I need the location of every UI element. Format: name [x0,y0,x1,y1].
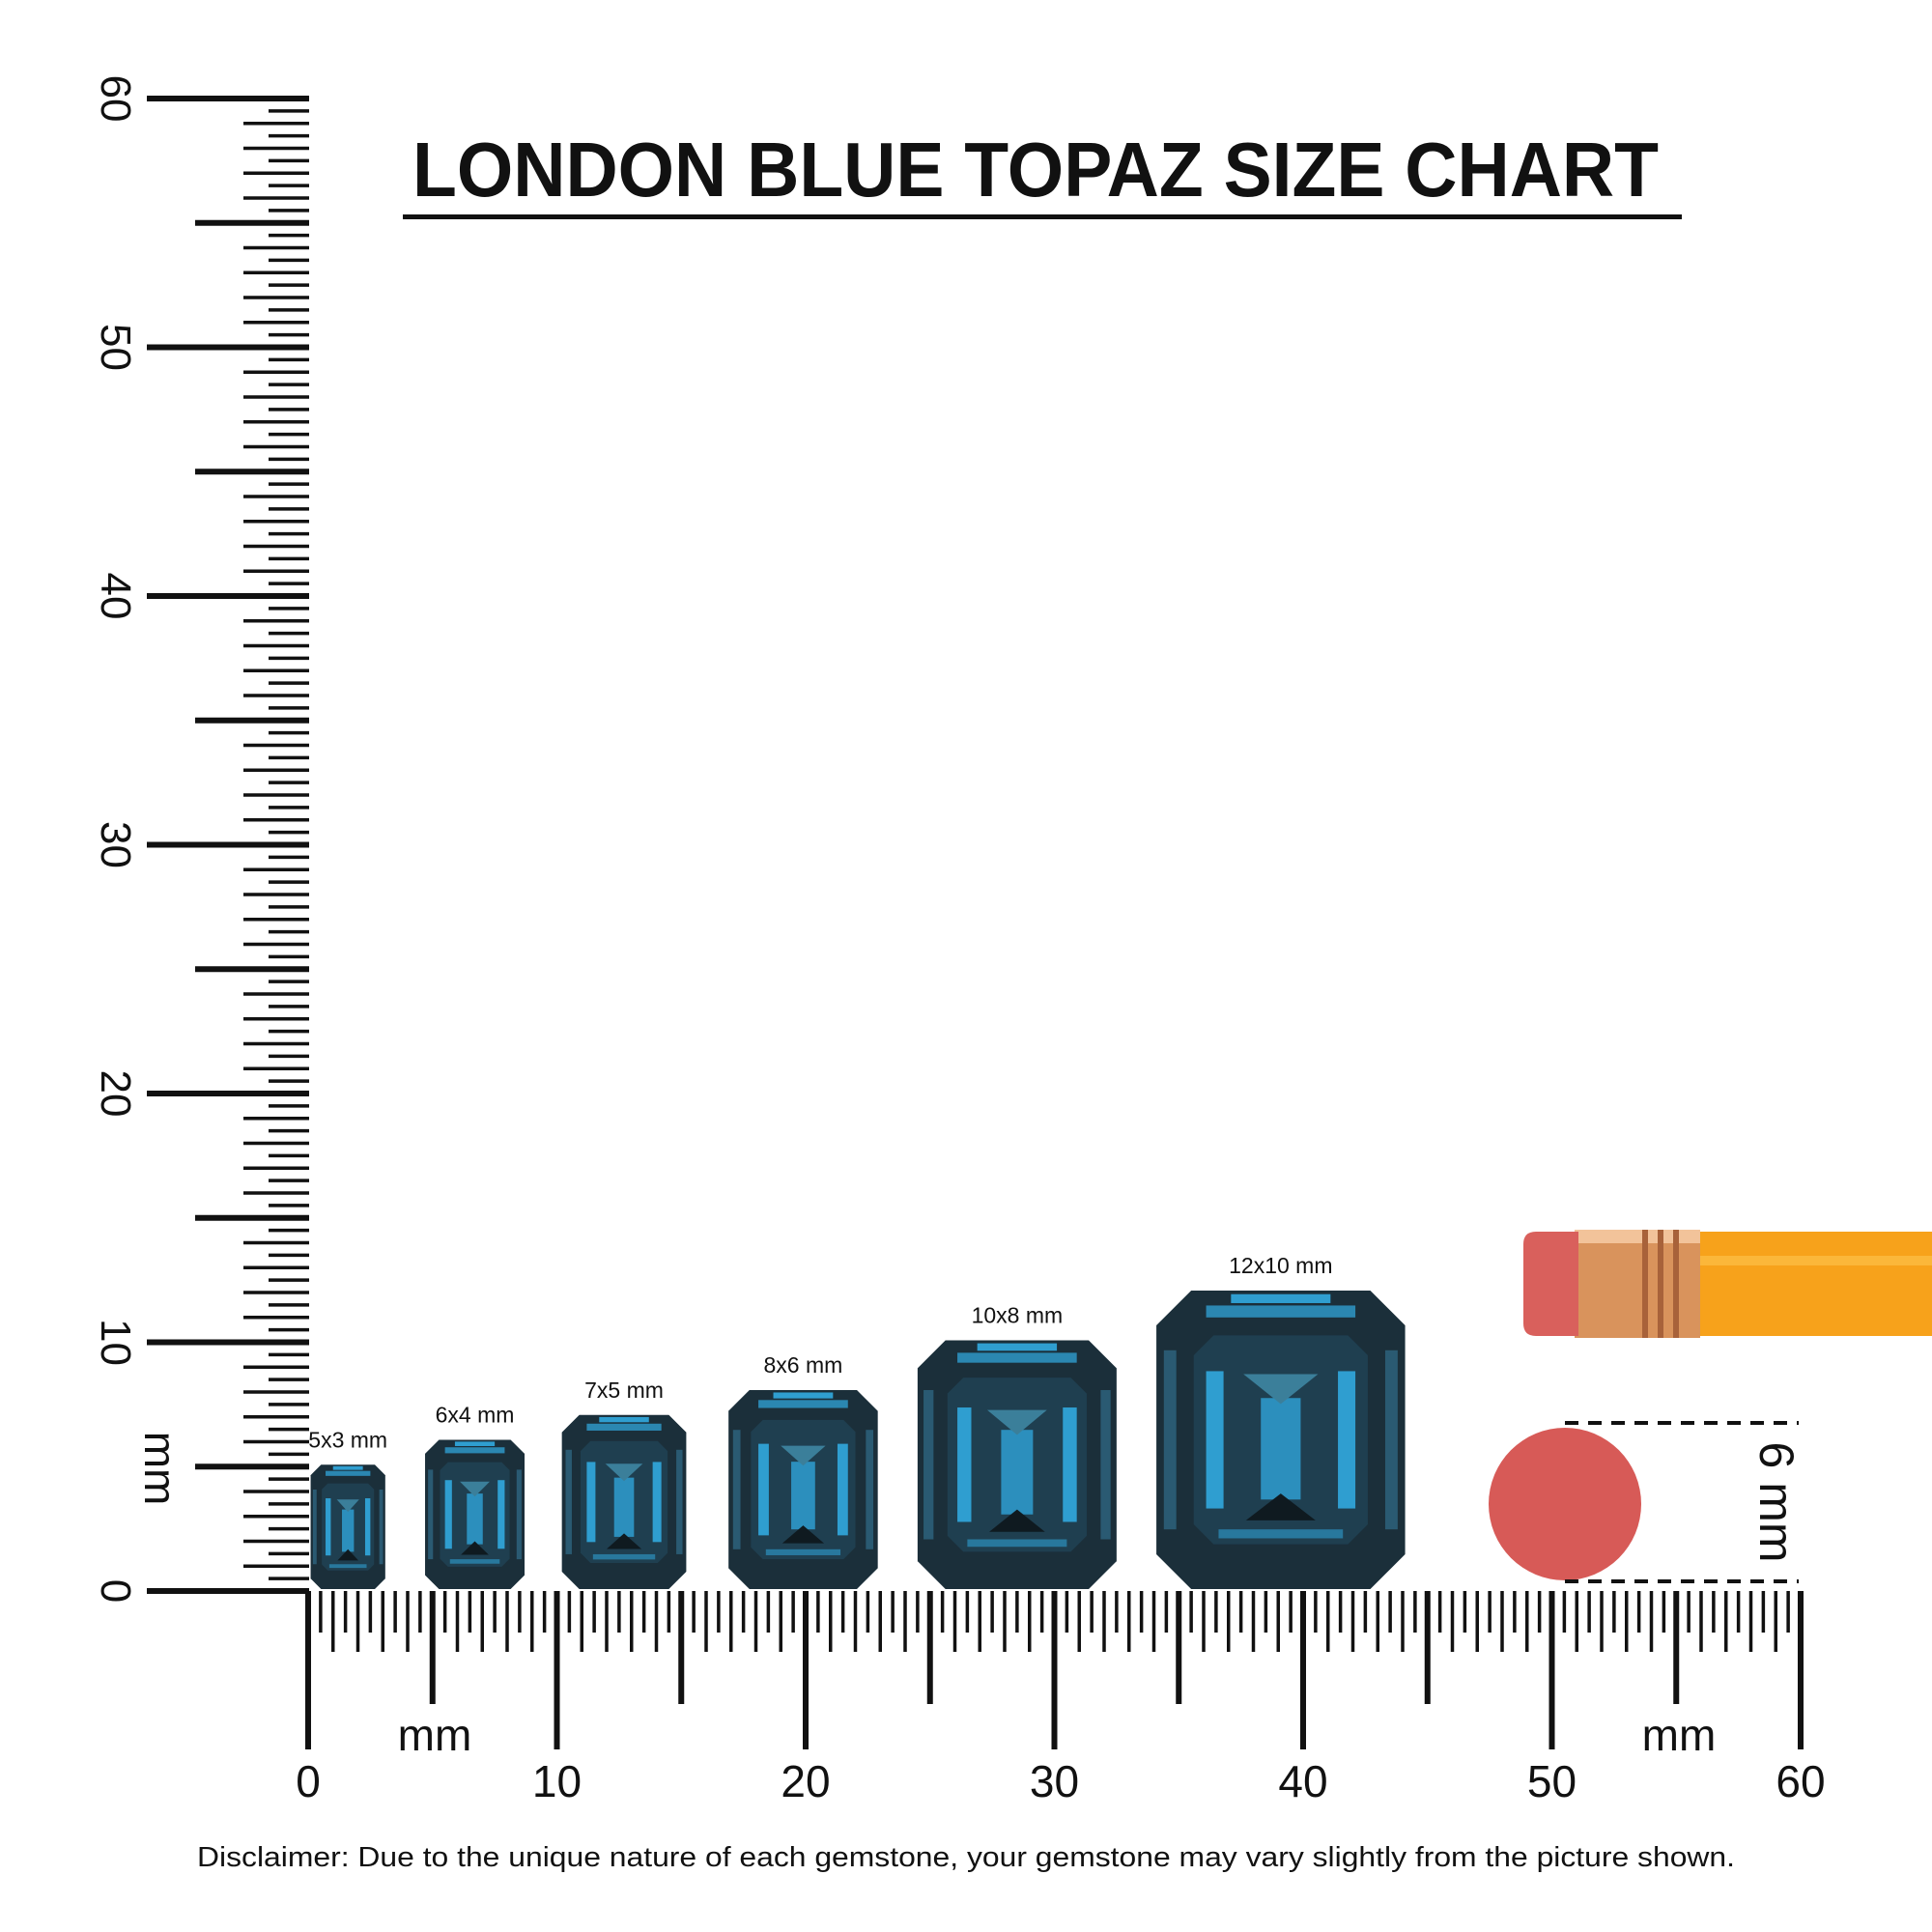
x-tick-label: 10 [532,1756,582,1806]
rulers [147,96,1804,1749]
gem-8x6mm [728,1390,878,1589]
reference-label: 6 mm [1749,1442,1804,1563]
x-tick-label: 30 [1030,1756,1079,1806]
title-underline [403,214,1682,219]
y-tick-label: 10 [92,1319,139,1366]
y-tick-label: 20 [92,1070,139,1118]
gem-5x3mm [310,1464,385,1589]
x-unit-label-left: mm [398,1710,472,1760]
gem-label: 12x10 mm [1229,1253,1332,1278]
pencil-body [1695,1232,1932,1336]
eraser-circle [1489,1428,1641,1580]
gem-label: 6x4 mm [436,1403,515,1428]
gem-10x8mm [917,1340,1117,1589]
y-tick-label: 50 [92,324,139,371]
x-tick-label: 20 [781,1756,830,1806]
pencil-eraser [1523,1232,1578,1336]
pencil-ferrule [1575,1230,1700,1338]
gem-label: 7x5 mm [584,1378,664,1403]
pencil [1523,1230,1932,1338]
y-tick-label: 40 [92,573,139,620]
disclaimer: Disclaimer: Due to the unique nature of … [197,1842,1735,1873]
x-tick-label: 0 [296,1756,321,1806]
y-unit-label: mm [135,1432,185,1506]
gem-12x10mm [1156,1291,1406,1589]
y-tick-labels: 0 10 20 30 40 50 60 [92,75,139,1604]
x-tick-label: 60 [1776,1756,1825,1806]
gem-6x4mm [425,1439,526,1589]
gem-label: 5x3 mm [308,1427,387,1452]
gem-label: 8x6 mm [764,1352,843,1378]
y-tick-label: 60 [92,75,139,123]
chart-title: LONDON BLUE TOPAZ SIZE CHART [412,127,1659,213]
y-tick-label: 0 [92,1579,139,1603]
x-tick-label: 50 [1527,1756,1577,1806]
x-tick-label: 40 [1278,1756,1327,1806]
gems: 5x3 mm 6x4 mm 7x5 mm 8x6 mm 10x8 mm 12x10 mm [308,1253,1406,1589]
x-unit-label-right: mm [1642,1710,1717,1760]
y-tick-label: 30 [92,821,139,868]
x-tick-labels: 0 10 20 30 40 50 60 [296,1756,1825,1806]
pencil-stripe [1695,1256,1932,1265]
gem-7x5mm [561,1414,687,1589]
gem-label: 10x8 mm [972,1303,1064,1328]
